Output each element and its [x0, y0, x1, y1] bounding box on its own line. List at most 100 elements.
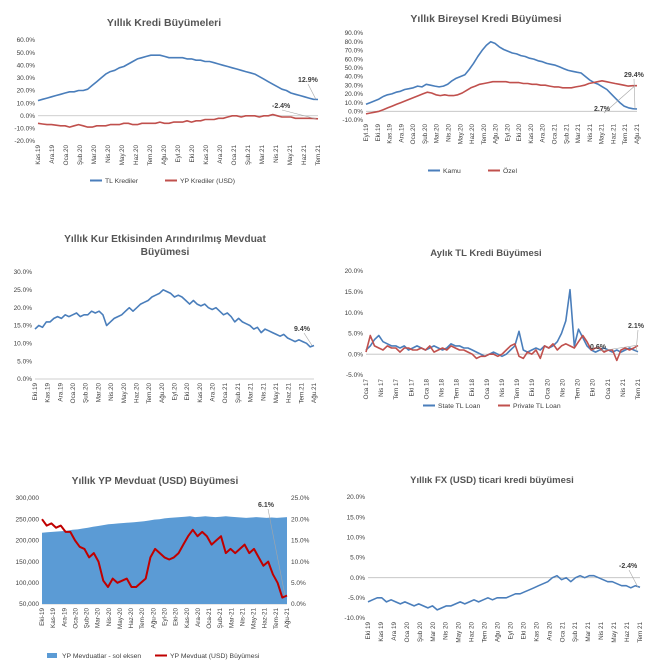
x-tick-label: Eki.19: [32, 383, 39, 401]
x-tick-label: Ağu.20: [161, 145, 168, 165]
x-tick-label: Kas.20: [528, 124, 535, 144]
y-tick-label: 250,000: [16, 516, 40, 523]
x-tick-label: Oca 19: [484, 379, 491, 400]
chart-tl-loan-growth: Yıllık Kredi Büyümeleri -20.0% -10.0% 0.0% 1…: [0, 0, 328, 200]
y-tick-label: 0.0%: [350, 575, 365, 582]
x-tick-label: Eyl 20: [507, 622, 514, 640]
x-tick-label: Haz.20: [469, 124, 476, 144]
x-tick-label: Tem 20: [575, 379, 582, 400]
y-tick-label: 80.0%: [345, 39, 364, 46]
y-tick-label: 50.0%: [345, 65, 364, 72]
x-tick-label: Kas-20: [184, 608, 191, 628]
y-tick-label: 10.0%: [345, 310, 364, 317]
x-tick-label: Eki 18: [469, 379, 476, 397]
x-tick-label: Ağu-21: [284, 608, 291, 629]
leader-line: [281, 109, 317, 120]
y-tick-label: 20.0%: [17, 88, 36, 95]
x-tick-label: May-20: [117, 608, 124, 629]
x-tick-label: Kas.19: [45, 383, 52, 403]
x-tick-label: Nis 19: [499, 379, 506, 397]
x-tick-label: Kas 20: [533, 622, 540, 642]
x-tick-label: Kas 19: [378, 622, 385, 642]
y-tick-label: 60.0%: [17, 37, 36, 44]
leader-line: [633, 78, 636, 109]
x-tick-label: Eyl-20: [162, 608, 169, 626]
y-tick-label: 0.0%: [348, 109, 363, 116]
chart-svg: Yıllık YP Mevduat (USD) Büyümesi 50,000 10…: [16, 476, 310, 660]
y-tick-label: 15.0%: [345, 289, 364, 296]
x-tick-label: Eki 19: [529, 379, 536, 397]
chart-title: Yıllık YP Mevduat (USD) Büyümesi: [72, 476, 239, 487]
x-tick-label: Oca.21: [231, 145, 238, 166]
legend-swatch: [47, 653, 57, 658]
x-tick-label: Ara.20: [210, 383, 217, 402]
series-line: [365, 40, 638, 110]
y-tick-label: 60.0%: [345, 56, 364, 63]
legend-label: Özel: [503, 167, 517, 175]
x-tick-label: Oca.20: [410, 124, 417, 145]
y-tick-label: 10.0%: [345, 100, 364, 107]
x-tick-label: Mar 20: [430, 622, 437, 642]
x-tick-label: Eyl.19: [363, 124, 370, 142]
x-tick-label: Eki.20: [189, 145, 196, 163]
x-tick-label: Nis.20: [108, 383, 115, 401]
chart-svg: Yıllık Kredi Büyümeleri -20.0% -10.0% 0.0% 1…: [14, 17, 322, 185]
x-tick-label: Tem 20: [482, 622, 489, 643]
x-tick-label: Eki-20: [173, 608, 180, 626]
y-tick-label: 10.0%: [14, 341, 33, 348]
x-tick-label: Mar.21: [575, 124, 582, 144]
leader-line: [303, 332, 313, 346]
x-tick-label: Ağu 20: [495, 622, 502, 642]
x-tick-label: Kas.19: [387, 124, 394, 144]
y-tick-label: 50.0%: [17, 50, 36, 57]
y-right-tick-label: 25.0%: [291, 495, 310, 502]
x-tick-label: Şub.21: [235, 383, 242, 403]
data-label: 0.6%: [590, 344, 607, 351]
x-tick-label: Ara.20: [540, 124, 547, 143]
x-tick-label: Nis.21: [587, 124, 594, 142]
x-tick-label: Oca 20: [404, 622, 411, 643]
x-tick-label: Oca 17: [363, 379, 370, 400]
x-tick-label: Nis 20: [559, 379, 566, 397]
leader-line: [307, 83, 317, 100]
x-tick-label: Nis.20: [445, 124, 452, 142]
x-tick-label: Tem.21: [622, 124, 629, 145]
series-line: [37, 113, 319, 128]
x-tick-label: Tem.21: [315, 145, 322, 166]
data-label: 29.4%: [624, 72, 645, 79]
y-tick-label: -20.0%: [14, 138, 35, 145]
leader-line: [599, 345, 637, 352]
y-tick-label: 0.0%: [17, 376, 32, 383]
y-right-tick-label: 20.0%: [291, 516, 310, 523]
data-label: -2.4%: [272, 103, 291, 110]
x-tick-label: Eyl.20: [504, 124, 511, 142]
y-tick-label: 40.0%: [17, 62, 36, 69]
x-tick-label: Nis 17: [378, 379, 385, 397]
x-tick-label: Haz.21: [301, 145, 308, 165]
x-tick-label: Haz 20: [469, 622, 476, 642]
x-tick-label: Haz.20: [133, 145, 140, 165]
x-tick-label: May.21: [287, 145, 294, 166]
x-tick-label: Mar.21: [259, 145, 266, 165]
x-tick-label: Oca 20: [544, 379, 551, 400]
y-tick-label: 20.0%: [14, 305, 33, 312]
y-tick-label: -10.0%: [344, 615, 365, 622]
data-label: -2.4%: [619, 563, 638, 570]
x-tick-label: Ara.20: [217, 145, 224, 164]
x-tick-label: Şub-21: [217, 608, 224, 629]
y-right-tick-label: 0.0%: [291, 601, 306, 608]
legend-label: YP Krediler (USD): [180, 178, 235, 185]
y-tick-label: 5.0%: [350, 555, 365, 562]
chart-monthly-tl-loan-growth: Aylık TL Kredi Büyümesi -5.0% 0.0% 5.0% 10.0…: [328, 225, 657, 420]
x-tick-label: Tem.20: [481, 124, 488, 145]
y-tick-label: 10.0%: [17, 100, 36, 107]
x-tick-label: Tem 21: [635, 379, 642, 400]
y-tick-label: 0.0%: [20, 113, 35, 120]
data-label: 12.9%: [298, 77, 319, 84]
x-tick-label: Tem.21: [298, 383, 305, 404]
x-tick-label: Mar-21: [228, 608, 235, 628]
x-tick-label: Nis 21: [598, 622, 605, 640]
x-tick-label: Oca.21: [552, 124, 559, 145]
y-right-tick-label: 15.0%: [291, 538, 310, 545]
x-tick-label: Ara 19: [391, 622, 398, 641]
